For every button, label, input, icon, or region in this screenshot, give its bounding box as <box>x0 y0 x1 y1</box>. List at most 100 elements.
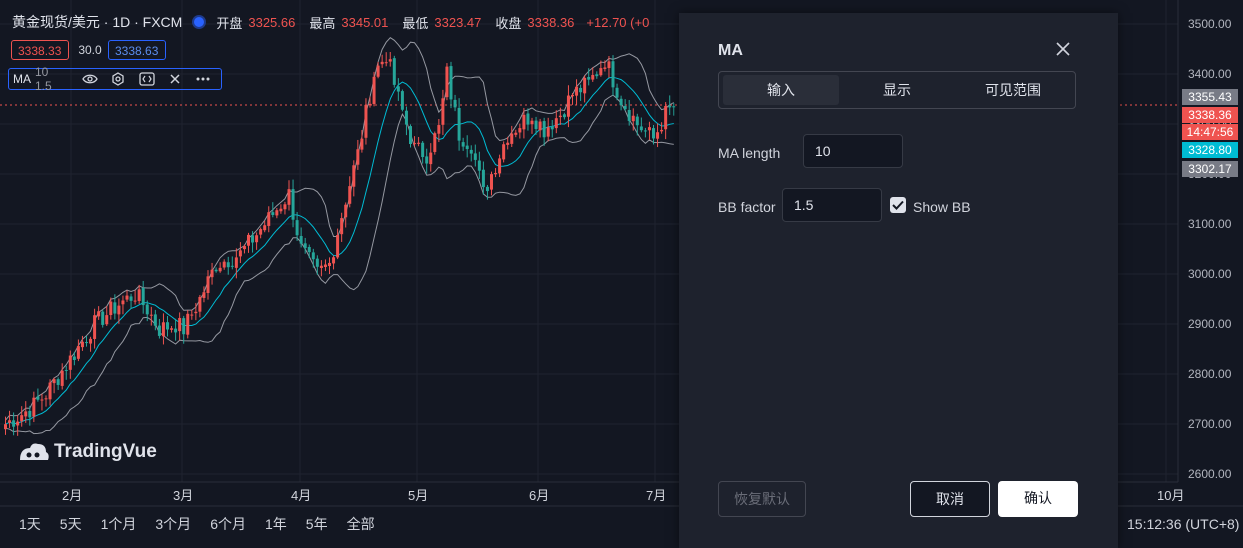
candle <box>660 122 664 134</box>
candle <box>145 300 149 322</box>
candle <box>635 113 639 136</box>
candle <box>178 312 182 341</box>
candle <box>643 127 647 138</box>
remove-icon[interactable] <box>164 69 185 89</box>
close-label: 收盘 <box>495 15 522 31</box>
candle <box>28 405 32 426</box>
buy-button[interactable]: 3338.63 <box>108 40 166 60</box>
timeframe-5d[interactable]: 5天 <box>59 516 82 532</box>
candle <box>352 160 356 197</box>
candle <box>364 98 368 145</box>
ma-line <box>5 76 674 425</box>
candle <box>12 412 16 436</box>
candle <box>238 242 242 264</box>
high-label: 最高 <box>309 15 336 31</box>
tab-style[interactable]: 显示 <box>883 82 911 98</box>
candle <box>404 106 408 136</box>
candle <box>121 295 125 315</box>
candle <box>133 290 137 305</box>
candle <box>441 89 445 136</box>
symbol-legend: 黄金现货/美元 · 1D · FXCM 开盘 3325.66 最高 3345.0… <box>12 12 649 32</box>
timeframe-all[interactable]: 全部 <box>346 516 375 532</box>
candle <box>97 306 101 320</box>
candle <box>518 123 522 139</box>
timeframe-3m[interactable]: 3个月 <box>155 516 192 532</box>
tab-visibility[interactable]: 可见范围 <box>985 82 1041 98</box>
candle <box>332 255 336 270</box>
candle <box>656 123 660 148</box>
candle <box>56 377 60 390</box>
candle <box>360 130 364 153</box>
candle <box>174 318 178 341</box>
candle <box>16 415 20 436</box>
candle <box>558 107 562 125</box>
candle <box>639 117 643 133</box>
cancel-button[interactable]: 取消 <box>910 481 990 517</box>
candle <box>445 63 449 101</box>
ma-length-input[interactable]: 10 <box>803 134 903 168</box>
tab-inputs[interactable]: 输入 <box>723 75 839 105</box>
candle <box>514 129 518 138</box>
timeframe-1m[interactable]: 1个月 <box>100 516 137 532</box>
ma-length-label: MA length <box>718 145 781 161</box>
more-icon[interactable] <box>193 69 214 89</box>
candle <box>502 141 506 163</box>
sell-button[interactable]: 3338.33 <box>11 40 69 60</box>
candle <box>623 99 627 111</box>
candle <box>429 143 433 172</box>
show-bb-label[interactable]: Show BB <box>913 199 971 215</box>
price-tag: 3328.80 <box>1182 142 1238 158</box>
candle <box>421 140 425 164</box>
candle <box>400 89 404 112</box>
candle <box>206 270 210 300</box>
candle <box>599 60 603 77</box>
candle <box>542 117 546 146</box>
reset-defaults-button[interactable]: 恢复默认 <box>718 481 806 517</box>
candle <box>194 302 198 321</box>
price-tick-label: 3500.00 <box>1188 17 1232 31</box>
show-bb-checkbox[interactable] <box>890 197 906 213</box>
bb-factor-input[interactable]: 1.5 <box>782 188 882 222</box>
candle <box>595 71 599 79</box>
open-label: 开盘 <box>216 15 243 31</box>
candle <box>105 305 109 326</box>
time-tick-label: 3月 <box>173 488 194 503</box>
symbol-title[interactable]: 黄金现货/美元 · 1D · FXCM <box>12 14 183 30</box>
close-icon[interactable] <box>1054 40 1072 58</box>
low-value: 3323.47 <box>434 14 482 30</box>
candle <box>93 308 97 349</box>
indicator-legend[interactable]: MA 10 1.5 <box>8 65 222 93</box>
eye-icon[interactable] <box>79 69 100 89</box>
time-tick-label: 5月 <box>408 488 429 503</box>
candle <box>222 259 226 270</box>
candle <box>218 262 222 273</box>
candle <box>566 85 570 128</box>
candle <box>271 202 275 218</box>
candle <box>498 154 502 178</box>
candle <box>182 315 186 344</box>
candle <box>550 120 554 138</box>
timeframe-1y[interactable]: 1年 <box>264 516 287 532</box>
price-tag: 3355.43 <box>1182 89 1238 105</box>
price-tick-label: 3400.00 <box>1188 67 1232 81</box>
candle <box>591 67 595 82</box>
candle <box>348 176 352 208</box>
candle <box>392 55 396 88</box>
timeframe-1d[interactable]: 1天 <box>19 516 41 532</box>
candle <box>328 257 331 275</box>
candle <box>291 179 295 228</box>
candle <box>627 99 631 126</box>
ok-button[interactable]: 确认 <box>998 481 1078 517</box>
timeframe-6m[interactable]: 6个月 <box>210 516 246 532</box>
candle <box>153 309 157 331</box>
source-code-icon[interactable] <box>136 69 157 89</box>
candle <box>80 335 84 351</box>
settings-icon[interactable] <box>108 69 129 89</box>
clock[interactable]: 15:12:36 (UTC+8) <box>1127 516 1240 532</box>
timeframe-5y[interactable]: 5年 <box>305 516 328 532</box>
candle <box>546 117 550 142</box>
candle <box>44 395 48 407</box>
candle <box>76 339 80 362</box>
candle <box>461 137 465 151</box>
high-value: 3345.01 <box>341 14 389 30</box>
